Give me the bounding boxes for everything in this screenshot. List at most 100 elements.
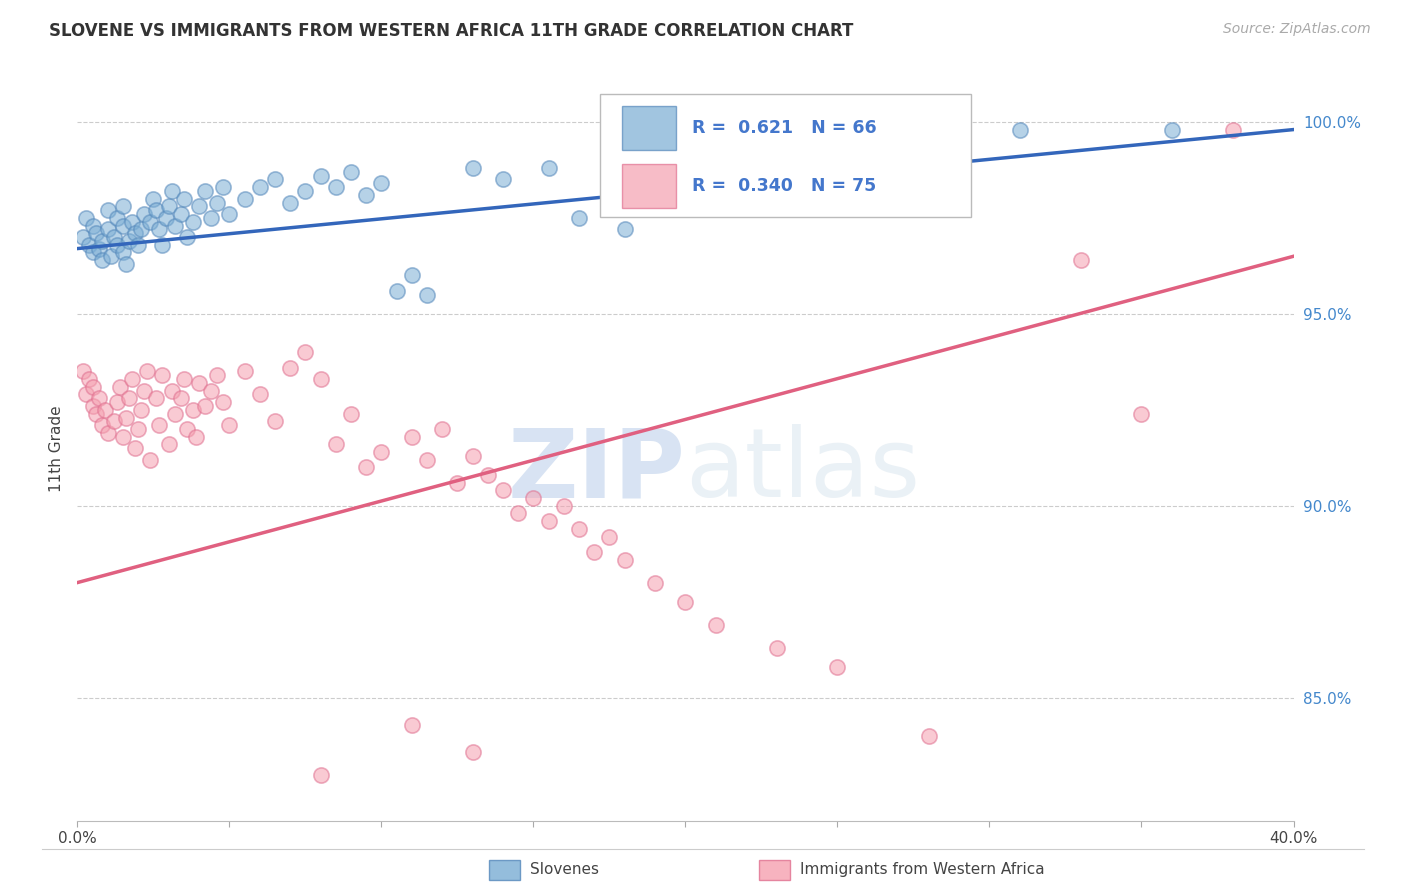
Point xyxy=(461,161,484,175)
Point xyxy=(93,402,115,417)
Point xyxy=(1161,122,1184,136)
Point xyxy=(233,192,256,206)
Point xyxy=(340,165,363,179)
FancyBboxPatch shape xyxy=(600,95,972,218)
Point xyxy=(181,215,204,229)
Point xyxy=(765,640,787,655)
Point xyxy=(401,430,423,444)
Point xyxy=(84,226,107,240)
Point xyxy=(205,195,228,210)
Text: R =  0.621   N = 66: R = 0.621 N = 66 xyxy=(692,119,876,137)
Point xyxy=(184,430,207,444)
Point xyxy=(129,222,152,236)
Point xyxy=(461,745,484,759)
Point xyxy=(309,372,332,386)
Point xyxy=(139,452,162,467)
Point xyxy=(568,211,591,225)
Point xyxy=(181,402,204,417)
Point xyxy=(79,372,101,386)
Point xyxy=(340,407,363,421)
Point xyxy=(294,345,316,359)
Point xyxy=(103,230,125,244)
Point xyxy=(278,360,301,375)
Point xyxy=(124,226,146,240)
Point xyxy=(644,575,666,590)
Point xyxy=(127,422,149,436)
Point xyxy=(124,441,146,455)
Point xyxy=(127,237,149,252)
Point xyxy=(212,395,235,409)
Point xyxy=(735,172,758,186)
Point xyxy=(212,180,235,194)
Point xyxy=(1070,253,1092,268)
Point xyxy=(139,215,162,229)
Point xyxy=(598,529,620,543)
Point xyxy=(401,717,423,731)
Text: ZIP: ZIP xyxy=(508,424,686,517)
Point xyxy=(134,207,156,221)
Point xyxy=(218,418,240,433)
Point xyxy=(194,399,217,413)
Point xyxy=(416,452,439,467)
Point xyxy=(370,177,392,191)
Point xyxy=(163,219,186,233)
Point xyxy=(522,491,544,505)
Point xyxy=(111,430,134,444)
Point xyxy=(121,215,143,229)
Point xyxy=(1130,407,1153,421)
Point xyxy=(111,219,134,233)
Point xyxy=(176,422,198,436)
Point xyxy=(264,172,287,186)
Point xyxy=(568,522,591,536)
Point xyxy=(583,545,606,559)
Point xyxy=(477,468,499,483)
Point xyxy=(264,414,287,428)
Point xyxy=(309,767,332,781)
Point xyxy=(105,211,128,225)
Point xyxy=(309,169,332,183)
Point xyxy=(160,184,183,198)
Point xyxy=(173,192,195,206)
Text: SLOVENE VS IMMIGRANTS FROM WESTERN AFRICA 11TH GRADE CORRELATION CHART: SLOVENE VS IMMIGRANTS FROM WESTERN AFRIC… xyxy=(49,22,853,40)
Point xyxy=(233,364,256,378)
Text: atlas: atlas xyxy=(686,424,921,517)
Point xyxy=(157,199,180,213)
Point xyxy=(82,380,104,394)
Point xyxy=(157,437,180,451)
Point xyxy=(72,230,94,244)
Point xyxy=(75,387,97,401)
Point xyxy=(115,257,138,271)
Point xyxy=(170,392,193,406)
Point xyxy=(152,368,174,383)
Point xyxy=(354,460,377,475)
Point xyxy=(111,245,134,260)
Point xyxy=(163,407,186,421)
Point xyxy=(90,253,112,268)
Point xyxy=(173,372,195,386)
Point xyxy=(827,660,849,674)
Text: R =  0.340   N = 75: R = 0.340 N = 75 xyxy=(692,177,876,194)
Point xyxy=(129,402,152,417)
Point xyxy=(492,483,515,498)
Point xyxy=(249,387,271,401)
Point xyxy=(278,195,301,210)
Point xyxy=(97,203,120,218)
Point xyxy=(492,172,515,186)
Point xyxy=(1008,122,1031,136)
Point xyxy=(537,161,560,175)
Point xyxy=(148,222,170,236)
Point xyxy=(675,595,697,609)
Point xyxy=(613,222,636,236)
Point xyxy=(325,180,347,194)
Point xyxy=(416,287,439,301)
Point xyxy=(90,234,112,248)
Point xyxy=(918,729,941,743)
Point xyxy=(118,392,141,406)
Point xyxy=(205,368,228,383)
Point xyxy=(100,249,122,263)
FancyBboxPatch shape xyxy=(623,164,676,208)
Point xyxy=(249,180,271,194)
Point xyxy=(108,380,131,394)
Point xyxy=(537,514,560,528)
Point xyxy=(194,184,217,198)
